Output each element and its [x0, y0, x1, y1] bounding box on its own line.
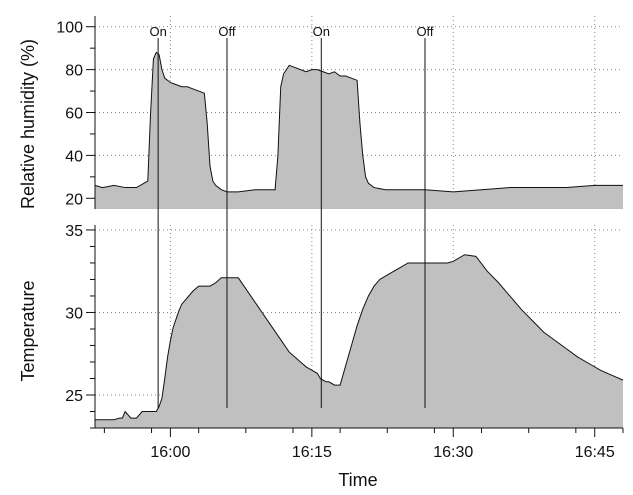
rh-series-line: [94, 51, 623, 193]
temp-series-line: [95, 254, 624, 421]
rh-y-tick-label: 60: [65, 106, 83, 123]
rh-y-tick-label: 40: [65, 148, 83, 165]
event-label-off: Off: [416, 24, 433, 39]
rh-area: [95, 52, 623, 210]
temperature-axis-title: Temperature: [18, 280, 38, 381]
temp-area: [95, 254, 623, 428]
event-label-off: Off: [218, 24, 235, 39]
temperature-panel: 25 30 35 16:00 16:15 16:30 16:45: [65, 223, 624, 461]
humidity-axis-title: Relative humidity (%): [18, 39, 38, 209]
temp-y-tick-label: 30: [65, 305, 83, 322]
x-tick-label: 16:00: [150, 444, 190, 461]
x-tick-label: 16:15: [292, 444, 332, 461]
rh-y-tick-label: 20: [65, 191, 83, 208]
event-label-on: On: [149, 24, 166, 39]
humidity-panel: 20 40 60 80 100: [56, 16, 623, 210]
event-label-on: On: [313, 24, 330, 39]
time-axis-title: Time: [338, 470, 377, 490]
rh-y-tick-label: 100: [56, 20, 83, 37]
x-tick-label: 16:45: [575, 444, 615, 461]
temp-y-tick-label: 25: [65, 388, 83, 405]
rh-y-tick-label: 80: [65, 63, 83, 80]
x-tick-label: 16:30: [433, 444, 473, 461]
temp-y-tick-label: 35: [65, 223, 83, 240]
